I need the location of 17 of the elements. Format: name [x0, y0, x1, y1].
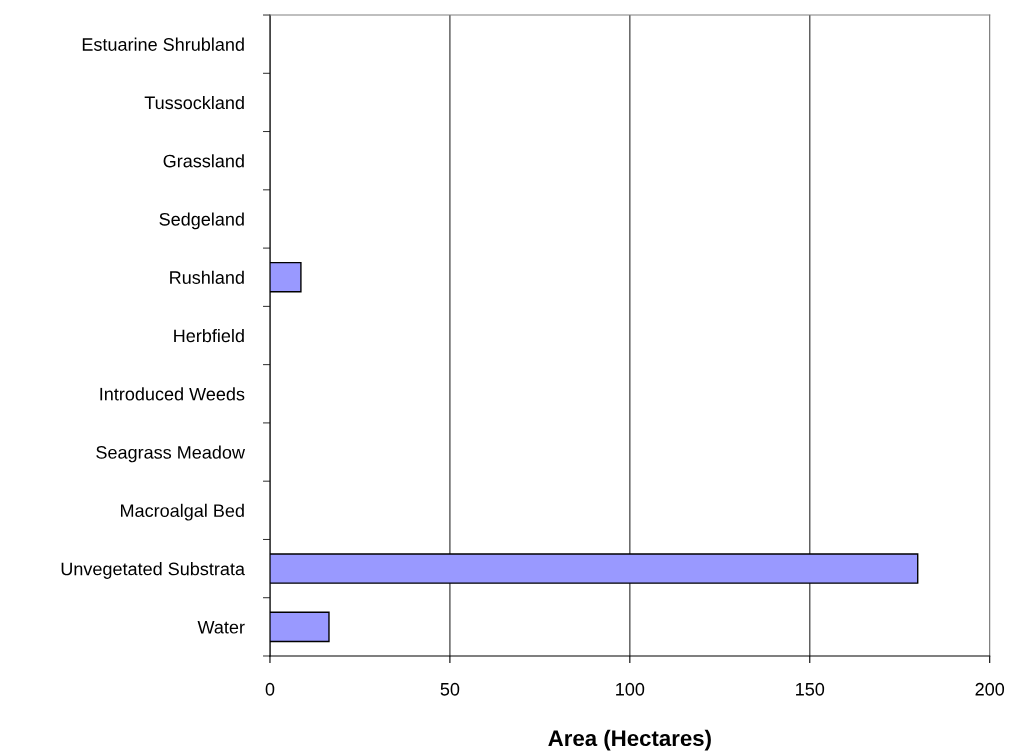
y-tick-label: Grassland	[163, 154, 244, 168]
x-tick-label: 0	[265, 682, 275, 696]
x-tick-label: 200	[975, 682, 1005, 696]
y-tick-label: Rushland	[170, 270, 244, 284]
y-tick-label: Sedgeland	[159, 212, 244, 230]
x-tick-label: 150	[796, 682, 825, 696]
x-axis-title: Area (Hectares)	[548, 729, 711, 751]
y-tick-label: Unvegetated Substrata	[61, 562, 245, 579]
x-tick-label: 50	[440, 682, 460, 696]
y-tick-label: Herbfield	[174, 328, 244, 343]
y-tick-label: Water	[197, 620, 245, 634]
y-tick-label: Estuarine Shrubland	[82, 37, 244, 51]
y-tick-label: Seagrass Meadow	[96, 445, 246, 463]
y-tick-label: Tussockland	[144, 95, 244, 110]
y-tick-label: Macroalgal Bed	[121, 503, 244, 521]
y-tick-label: Introduced Weeds	[100, 387, 245, 401]
x-tick-label: 100	[616, 682, 645, 696]
